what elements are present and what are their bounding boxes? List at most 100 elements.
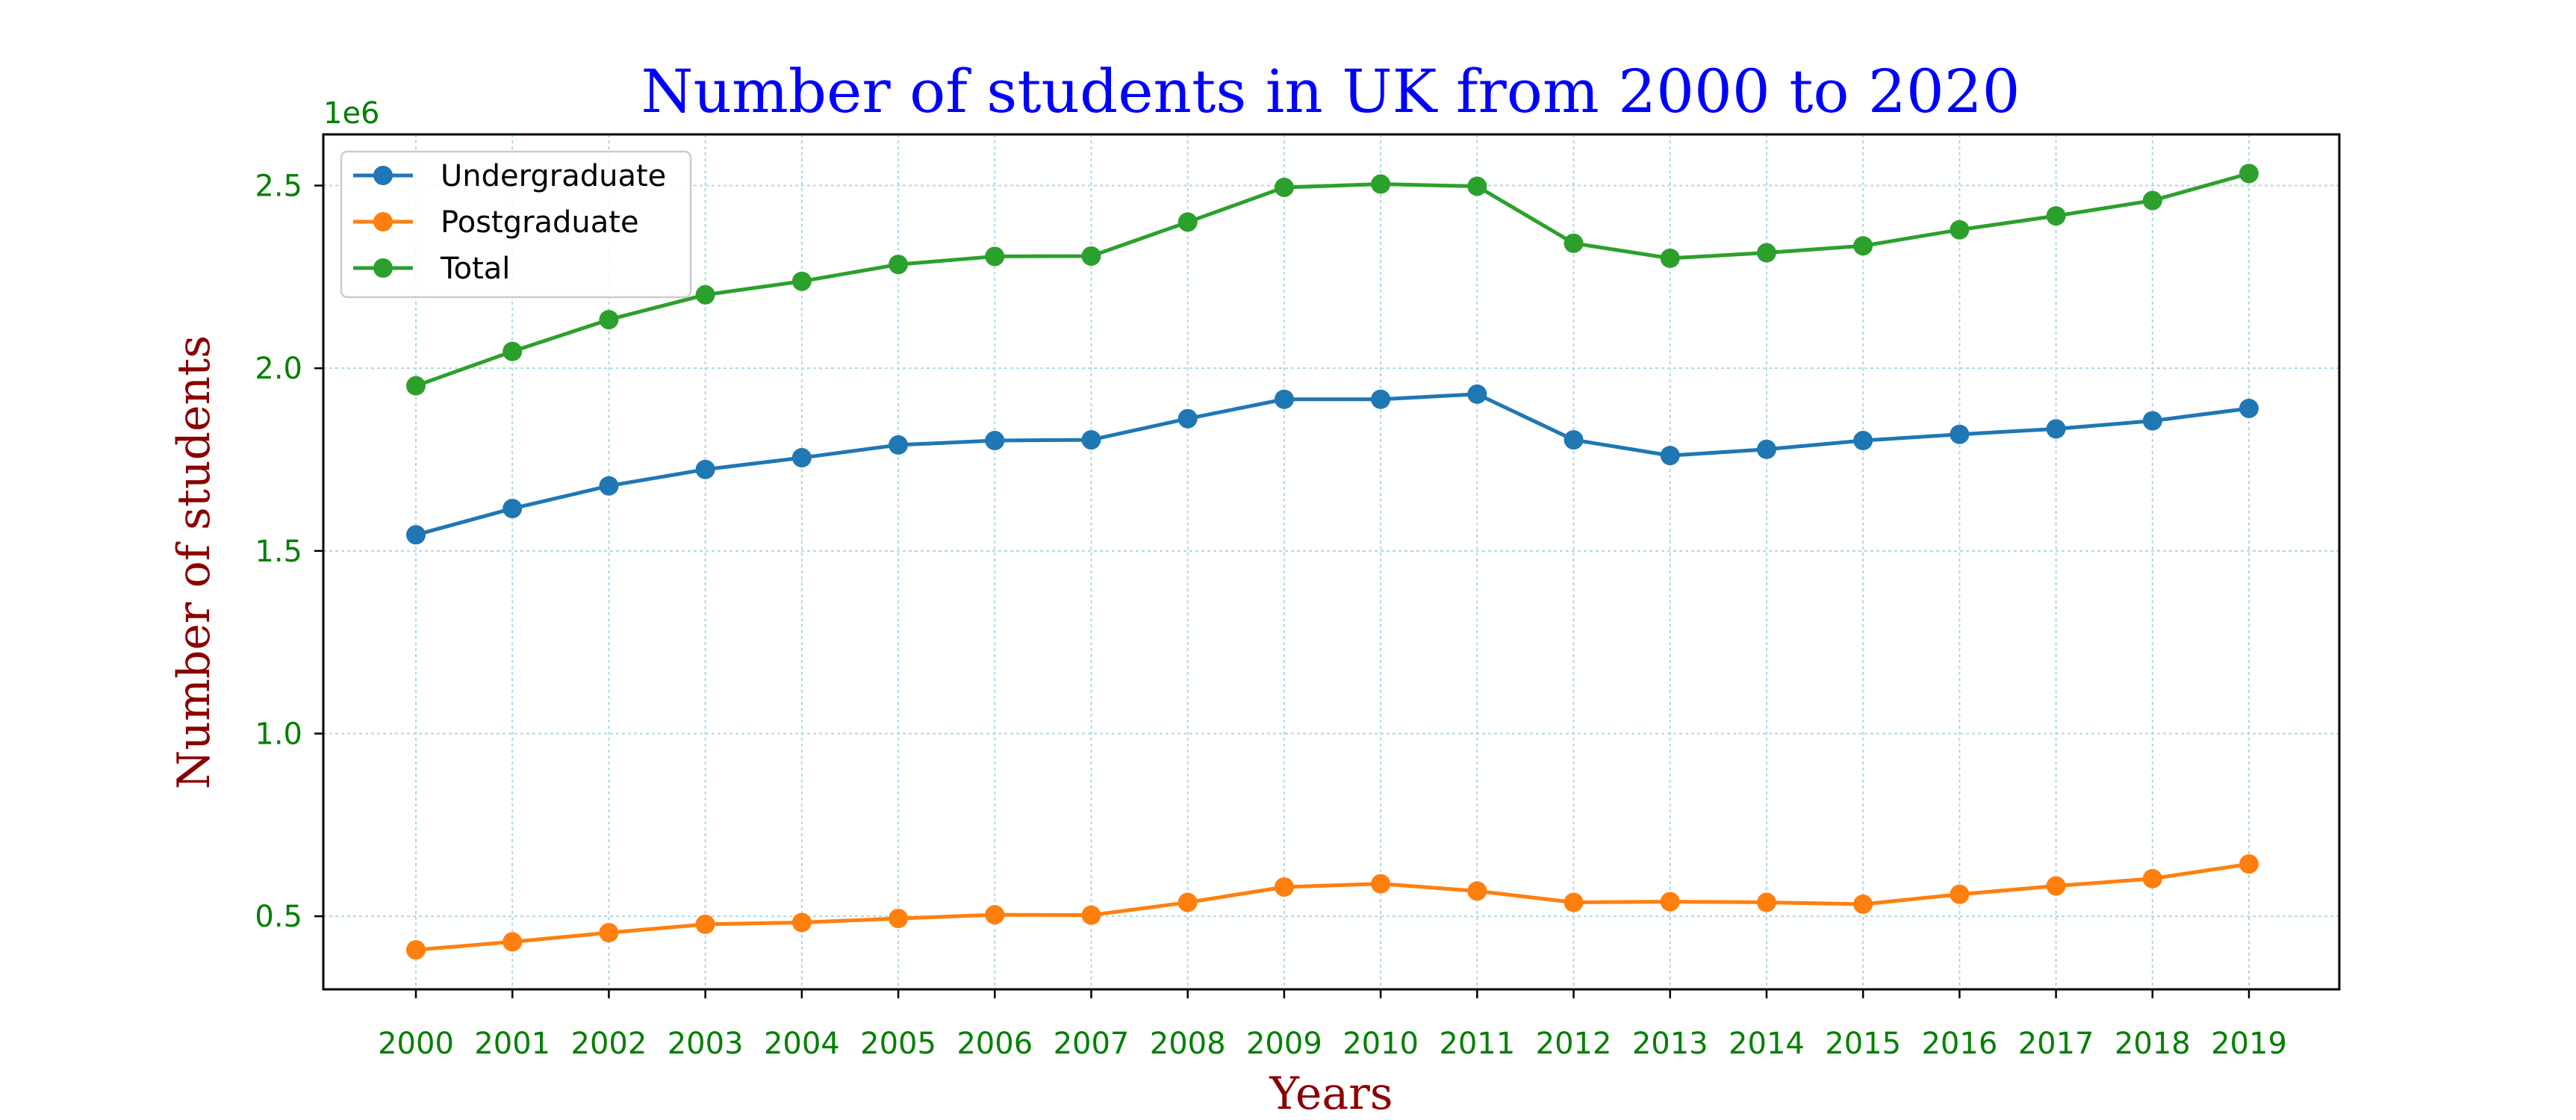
x-tick-label: 2013 xyxy=(1632,1027,1708,1061)
series-undergraduate xyxy=(406,384,2259,545)
data-point xyxy=(1564,892,1584,912)
data-point xyxy=(1371,874,1391,894)
data-point xyxy=(406,376,426,396)
series-postgraduate xyxy=(406,854,2259,960)
x-tick-label: 2012 xyxy=(1536,1027,1612,1061)
data-point xyxy=(2046,876,2066,896)
x-tick-label: 2008 xyxy=(1150,1027,1226,1061)
data-point xyxy=(695,914,715,934)
data-point xyxy=(1371,174,1391,194)
data-point xyxy=(1950,424,1970,444)
data-point xyxy=(1081,246,1101,266)
series-layer xyxy=(406,164,2259,960)
data-point xyxy=(1756,439,1776,459)
data-point xyxy=(1081,905,1101,925)
data-point xyxy=(2239,854,2259,874)
data-point xyxy=(791,912,812,933)
chart-title: Number of students in UK from 2000 to 20… xyxy=(641,57,2020,126)
y-axis-ticks: 0.5 1.0 1.5 2.0 2.5 xyxy=(255,169,323,934)
data-point xyxy=(1660,446,1680,466)
legend-item-total: Total xyxy=(353,252,510,286)
plot-frame xyxy=(322,133,2341,991)
data-point xyxy=(406,940,426,960)
data-point xyxy=(2239,398,2259,418)
legend-label-total: Total xyxy=(440,252,510,286)
data-point xyxy=(889,909,909,929)
grid-lines xyxy=(323,134,2339,989)
data-point xyxy=(889,435,909,455)
legend-box xyxy=(340,150,692,299)
y-tick-label: 2.0 xyxy=(255,352,302,386)
x-tick-label: 2006 xyxy=(956,1027,1033,1061)
data-point xyxy=(791,271,812,291)
data-point xyxy=(599,923,619,943)
data-point xyxy=(1177,212,1198,232)
data-point xyxy=(1371,389,1391,409)
data-point xyxy=(1756,892,1776,912)
data-point xyxy=(1853,894,1873,914)
x-axis-label: Years xyxy=(1269,1068,1393,1120)
data-point xyxy=(985,431,1005,451)
series-line-total xyxy=(415,171,2250,388)
x-tick-label: 2019 xyxy=(2211,1027,2287,1061)
series-line-postgraduate xyxy=(415,862,2250,952)
data-point xyxy=(1467,176,1487,196)
x-tick-label: 2000 xyxy=(378,1027,454,1061)
data-point xyxy=(1950,220,1970,240)
x-tick-label: 2010 xyxy=(1343,1027,1419,1061)
data-point xyxy=(2239,164,2259,184)
legend-marker-total xyxy=(373,258,393,278)
legend-marker-postgraduate xyxy=(373,212,393,231)
x-axis-ticks: 2000 2001 2002 2003 2004 2005 2006 2007 2008 2009… xyxy=(378,989,2287,1061)
data-point xyxy=(791,448,812,468)
x-tick-label: 2004 xyxy=(764,1027,840,1061)
data-point xyxy=(1274,877,1294,897)
data-point xyxy=(1853,431,1873,451)
data-point xyxy=(1274,177,1294,197)
x-tick-label: 2011 xyxy=(1439,1027,1515,1061)
x-tick-label: 2015 xyxy=(1825,1027,1901,1061)
y-tick-label: 1.5 xyxy=(255,535,302,569)
data-point xyxy=(985,246,1005,267)
x-tick-label: 2017 xyxy=(2018,1027,2094,1061)
x-tick-label: 2014 xyxy=(1729,1027,1805,1061)
data-point xyxy=(406,525,426,545)
x-tick-label: 2018 xyxy=(2115,1027,2191,1061)
legend-marker-undergraduate xyxy=(373,166,393,185)
y-axis-label: Number of students xyxy=(168,335,220,789)
x-tick-label: 2007 xyxy=(1054,1027,1130,1061)
data-point xyxy=(2142,190,2162,211)
data-point xyxy=(2046,206,2066,226)
legend-item-postgraduate: Postgraduate xyxy=(353,205,639,240)
data-point xyxy=(503,341,523,361)
data-point xyxy=(695,284,715,305)
data-point xyxy=(599,476,619,496)
data-point xyxy=(1660,892,1680,912)
data-point xyxy=(1177,892,1198,912)
data-point xyxy=(1467,384,1487,404)
legend-label-undergraduate: Undergraduate xyxy=(441,159,666,193)
data-point xyxy=(2046,419,2066,439)
x-tick-label: 2002 xyxy=(571,1027,647,1061)
data-point xyxy=(1950,884,1970,904)
legend-item-undergraduate: Undergraduate xyxy=(353,159,666,193)
y-offset-label: 1e6 xyxy=(323,96,380,131)
x-tick-label: 2003 xyxy=(668,1027,744,1061)
data-point xyxy=(1274,389,1294,409)
data-point xyxy=(503,932,523,952)
x-tick-label: 2009 xyxy=(1246,1027,1322,1061)
x-tick-label: 2001 xyxy=(474,1027,550,1061)
y-tick-label: 2.5 xyxy=(255,169,302,204)
legend-label-postgraduate: Postgraduate xyxy=(441,205,639,240)
x-tick-label: 2016 xyxy=(1921,1027,1997,1061)
y-tick-label: 1.0 xyxy=(255,717,302,751)
data-point xyxy=(2142,411,2162,431)
data-point xyxy=(503,499,523,519)
data-point xyxy=(1564,233,1584,253)
data-point xyxy=(695,459,715,479)
data-point xyxy=(1756,243,1776,263)
data-point xyxy=(1467,881,1487,901)
data-point xyxy=(2142,868,2162,889)
x-tick-label: 2005 xyxy=(860,1027,936,1061)
